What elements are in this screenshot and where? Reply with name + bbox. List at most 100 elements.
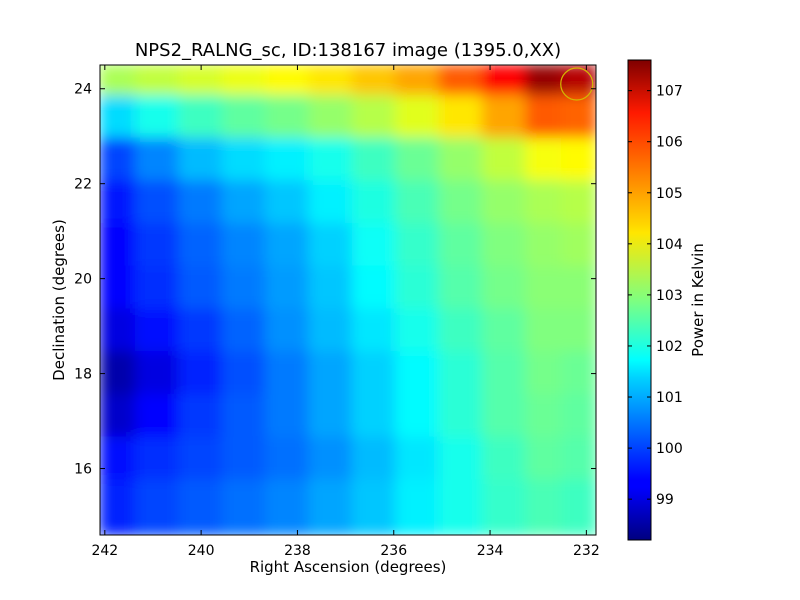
heatmap-cell bbox=[351, 436, 398, 482]
heatmap-cell bbox=[481, 137, 528, 183]
heatmap-cell bbox=[135, 137, 181, 183]
heatmap-cell bbox=[221, 137, 268, 183]
colorbar-ticks: 99 100 101 102 103 104 105 106 107 bbox=[628, 84, 683, 508]
heatmap-cell bbox=[481, 479, 528, 535]
heatmap-cell bbox=[135, 223, 181, 268]
heatmap-cell bbox=[525, 65, 564, 97]
heatmap-cell bbox=[481, 94, 528, 140]
heatmap-cell bbox=[561, 223, 596, 268]
heatmap-cell bbox=[135, 479, 181, 535]
heatmap-cell bbox=[265, 137, 311, 183]
heatmap-cell bbox=[265, 65, 311, 97]
heatmap-cell bbox=[100, 180, 138, 226]
heatmap-cell bbox=[481, 308, 528, 354]
heatmap-cell bbox=[438, 65, 484, 97]
x-tick-label: 232 bbox=[573, 543, 600, 559]
heatmap-area bbox=[100, 65, 596, 535]
heatmap-cell bbox=[525, 180, 564, 226]
heatmap-cell bbox=[438, 94, 484, 140]
colorbar-tick-label: 107 bbox=[656, 84, 683, 100]
heatmap-cell bbox=[100, 65, 138, 97]
heatmap-cell bbox=[561, 436, 596, 482]
heatmap-cell bbox=[438, 393, 484, 439]
heatmap-cell bbox=[100, 137, 138, 183]
heatmap-cell bbox=[525, 137, 564, 183]
x-axis: 242 240 238 236 234 232 bbox=[91, 65, 600, 559]
heatmap-cell bbox=[481, 351, 528, 396]
heatmap-cell bbox=[525, 94, 564, 140]
heatmap-cell bbox=[395, 223, 441, 268]
y-axis-label: Declination (degrees) bbox=[50, 219, 68, 381]
heatmap-cell bbox=[135, 393, 181, 439]
heatmap-cell bbox=[221, 94, 268, 140]
heatmap-cell bbox=[221, 265, 268, 311]
heatmap-cell bbox=[178, 436, 224, 482]
heatmap-cell bbox=[178, 351, 224, 396]
heatmap-cell bbox=[438, 351, 484, 396]
heatmap-cell bbox=[221, 393, 268, 439]
heatmap-cell bbox=[221, 308, 268, 354]
x-tick-label: 238 bbox=[284, 543, 311, 559]
heatmap-cell bbox=[561, 94, 596, 140]
colorbar-label: Power in Kelvin bbox=[689, 243, 707, 357]
colorbar-tick-label: 105 bbox=[656, 186, 683, 202]
heatmap-cell bbox=[395, 308, 441, 354]
heatmap-cell bbox=[100, 351, 138, 396]
heatmap-cell bbox=[351, 393, 398, 439]
heatmap-cell bbox=[438, 479, 484, 535]
heatmap-cell bbox=[178, 137, 224, 183]
heatmap-cell bbox=[438, 223, 484, 268]
heatmap-cell bbox=[178, 223, 224, 268]
y-tick-label: 16 bbox=[74, 462, 92, 478]
heatmap-cell bbox=[308, 479, 354, 535]
heatmap-cell bbox=[561, 137, 596, 183]
heatmap-cell bbox=[221, 351, 268, 396]
colorbar: 99 100 101 102 103 104 105 106 107 Power in Kelv… bbox=[627, 59, 707, 541]
heatmap-cell bbox=[178, 180, 224, 226]
heatmap-cell bbox=[178, 308, 224, 354]
colorbar-tick-label: 100 bbox=[656, 441, 683, 457]
y-tick-label: 24 bbox=[74, 82, 92, 98]
colorbar-gradient bbox=[627, 59, 652, 541]
heatmap-cell bbox=[395, 479, 441, 535]
heatmap-cell bbox=[438, 308, 484, 354]
heatmap-cell bbox=[135, 94, 181, 140]
heatmap-cell bbox=[481, 265, 528, 311]
y-tick-label: 22 bbox=[74, 177, 92, 193]
colorbar-tick-label: 101 bbox=[656, 390, 683, 406]
heatmap-cell bbox=[265, 436, 311, 482]
heatmap-cell bbox=[395, 180, 441, 226]
heatmap-cell bbox=[351, 265, 398, 311]
heatmap-cell bbox=[438, 436, 484, 482]
heatmap-cell bbox=[395, 393, 441, 439]
heatmap-cell bbox=[265, 180, 311, 226]
heatmap-cell bbox=[100, 436, 138, 482]
heatmap-cell bbox=[351, 351, 398, 396]
x-tick-label: 236 bbox=[380, 543, 407, 559]
heatmap-cell bbox=[135, 65, 181, 97]
heatmap-cell bbox=[525, 223, 564, 268]
heatmap-cell bbox=[351, 308, 398, 354]
colorbar-tick-label: 102 bbox=[656, 339, 683, 355]
heatmap-cell bbox=[221, 223, 268, 268]
heatmap-cell bbox=[525, 308, 564, 354]
heatmap-cell bbox=[265, 479, 311, 535]
heatmap-cell bbox=[561, 308, 596, 354]
heatmap-cell bbox=[100, 223, 138, 268]
y-tick-label: 20 bbox=[74, 272, 92, 288]
heatmap-cell bbox=[395, 137, 441, 183]
heatmap-cell bbox=[395, 65, 441, 97]
heatmap-cell bbox=[265, 393, 311, 439]
heatmap-cell bbox=[561, 265, 596, 311]
heatmap-cell bbox=[561, 65, 596, 97]
heatmap-cell bbox=[100, 94, 138, 140]
heatmap-cell bbox=[308, 65, 354, 97]
heatmap-cell bbox=[351, 223, 398, 268]
x-tick-label: 240 bbox=[188, 543, 215, 559]
heatmap-cell bbox=[438, 137, 484, 183]
heatmap-cell bbox=[100, 393, 138, 439]
heatmap-cell bbox=[221, 479, 268, 535]
heatmap-cell bbox=[265, 265, 311, 311]
heatmap-cell bbox=[100, 265, 138, 311]
